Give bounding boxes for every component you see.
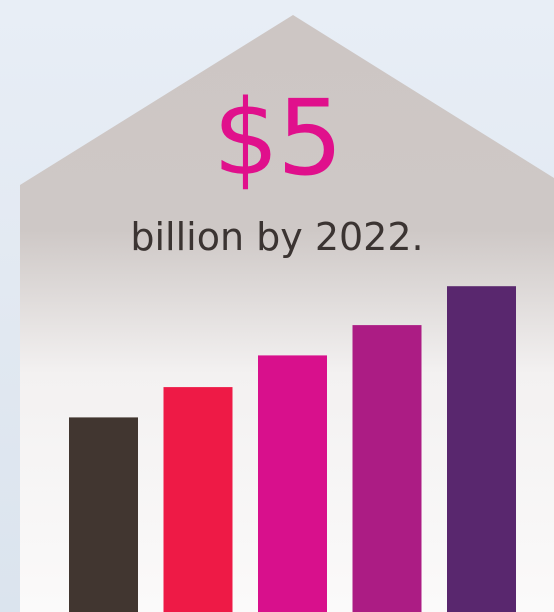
bar-series	[69, 286, 516, 612]
bar-4	[352, 325, 422, 612]
bar-3	[258, 355, 327, 612]
headline-text: billion by 2022.	[130, 215, 424, 259]
bar-1	[69, 417, 138, 612]
headline-amount: $5	[212, 77, 343, 199]
bar-5	[447, 286, 516, 612]
bar-2	[163, 387, 233, 612]
